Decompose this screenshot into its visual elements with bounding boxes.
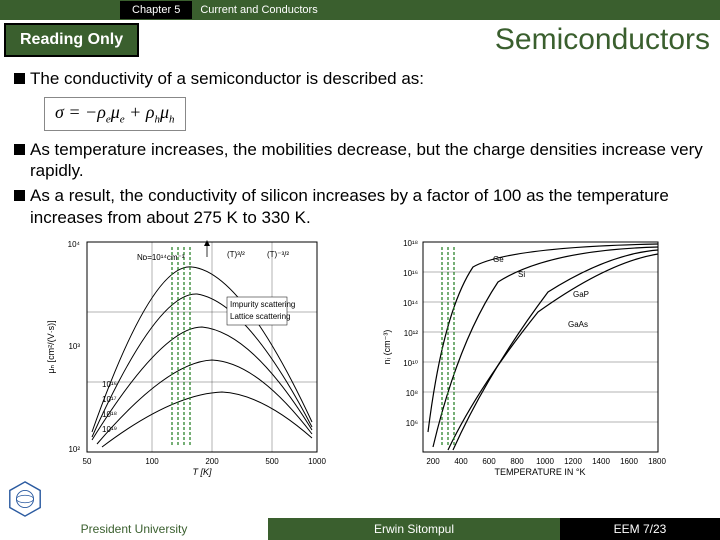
xtick: 1000 [308,457,326,466]
header-band: Chapter 5 Current and Conductors [0,0,720,20]
university-logo [6,480,44,518]
mat-ge: Ge [493,255,504,264]
chapter-title: Current and Conductors [200,4,317,16]
bullet-text-2: As temperature increases, the mobilities… [30,139,706,182]
mat-si: Si [518,270,525,279]
xtick: 200 [205,457,219,466]
xtick: 1600 [620,457,638,466]
bullet-3: As a result, the conductivity of silicon… [14,185,706,228]
ytick: 10⁸ [406,389,418,398]
xtick: 600 [482,457,496,466]
slide-title: Semiconductors [139,23,720,57]
bullet-square [14,144,25,155]
ytick: 10¹² [404,329,419,338]
footer: President University Erwin Sitompul EEM … [0,518,720,540]
ytick: 10¹⁸ [403,239,418,248]
xlabel: TEMPERATURE IN °K [495,467,586,477]
sigma: σ [55,102,64,122]
ylabel: nᵢ (cm⁻³) [382,330,392,365]
mat-gap: GaP [573,290,589,299]
xtick: 100 [145,457,159,466]
bullet-1: The conductivity of a semiconductor is d… [14,68,706,89]
title-row: Reading Only Semiconductors [0,20,720,60]
chapter-box: Chapter 5 [120,1,192,19]
bullet-text-3: As a result, the conductivity of silicon… [30,185,706,228]
formula-box: σ = −ρeμe + ρhμh [44,97,186,131]
ytick: 10¹⁴ [403,299,419,308]
nd-label: Nᴅ=10¹⁴cm⁻³ [137,253,185,262]
nd-label: 10¹⁸ [102,410,117,419]
footer-mid: Erwin Sitompul [268,518,560,540]
ytick: 10¹⁶ [403,269,418,278]
xtick: 1000 [536,457,554,466]
content-area: The conductivity of a semiconductor is d… [0,60,720,486]
eq: = − [64,102,97,122]
tm32: (T)⁻³/² [267,250,289,259]
mu-h: μ [160,102,169,122]
bullet-2: As temperature increases, the mobilities… [14,139,706,182]
nd-label: 10¹⁹ [102,425,117,434]
sub-h2: h [169,114,175,126]
figure-1-mobility: 10⁴ 10³ 10² 50 100 200 500 1000 T [K] μₙ… [34,232,350,482]
xtick: 200 [426,457,440,466]
bullet-square [14,190,25,201]
bullet-text-1: The conductivity of a semiconductor is d… [30,68,424,89]
ytick: 10⁶ [406,419,418,428]
ytick: 10⁴ [68,240,81,249]
xlabel: T [K] [192,467,212,477]
nd-label: 10¹⁶ [102,380,117,389]
t32: (T)³/² [227,250,245,259]
xtick: 400 [454,457,468,466]
ytick: 10¹⁰ [403,359,418,368]
reading-only-badge: Reading Only [4,23,139,57]
nd-label: 10¹⁷ [102,395,117,404]
ytick: 10³ [68,342,80,351]
xtick: 1400 [592,457,610,466]
xtick: 1200 [564,457,582,466]
lattice-label: Lattice scattering [230,312,290,321]
bullet-square [14,73,25,84]
xtick: 800 [510,457,524,466]
xtick: 500 [265,457,279,466]
impurity-label: Impurity scattering [230,300,295,309]
footer-left: President University [0,518,268,540]
ylabel: μₙ [cm²/(V·s)] [46,320,56,373]
mat-gaas: GaAs [568,320,588,329]
figures-row: 10⁴ 10³ 10² 50 100 200 500 1000 T [K] μₙ… [14,232,706,482]
xtick: 50 [83,457,92,466]
xtick: 1800 [648,457,666,466]
footer-right: EEM 7/23 [560,518,720,540]
ytick: 10² [68,445,80,454]
plus: + [125,102,146,122]
rho-e: ρ [97,102,106,122]
figure-2-intrinsic: 10¹⁸ 10¹⁶ 10¹⁴ 10¹² 10¹⁰ 10⁸ 10⁶ 200 400… [370,232,686,482]
mu-e: μ [111,102,120,122]
